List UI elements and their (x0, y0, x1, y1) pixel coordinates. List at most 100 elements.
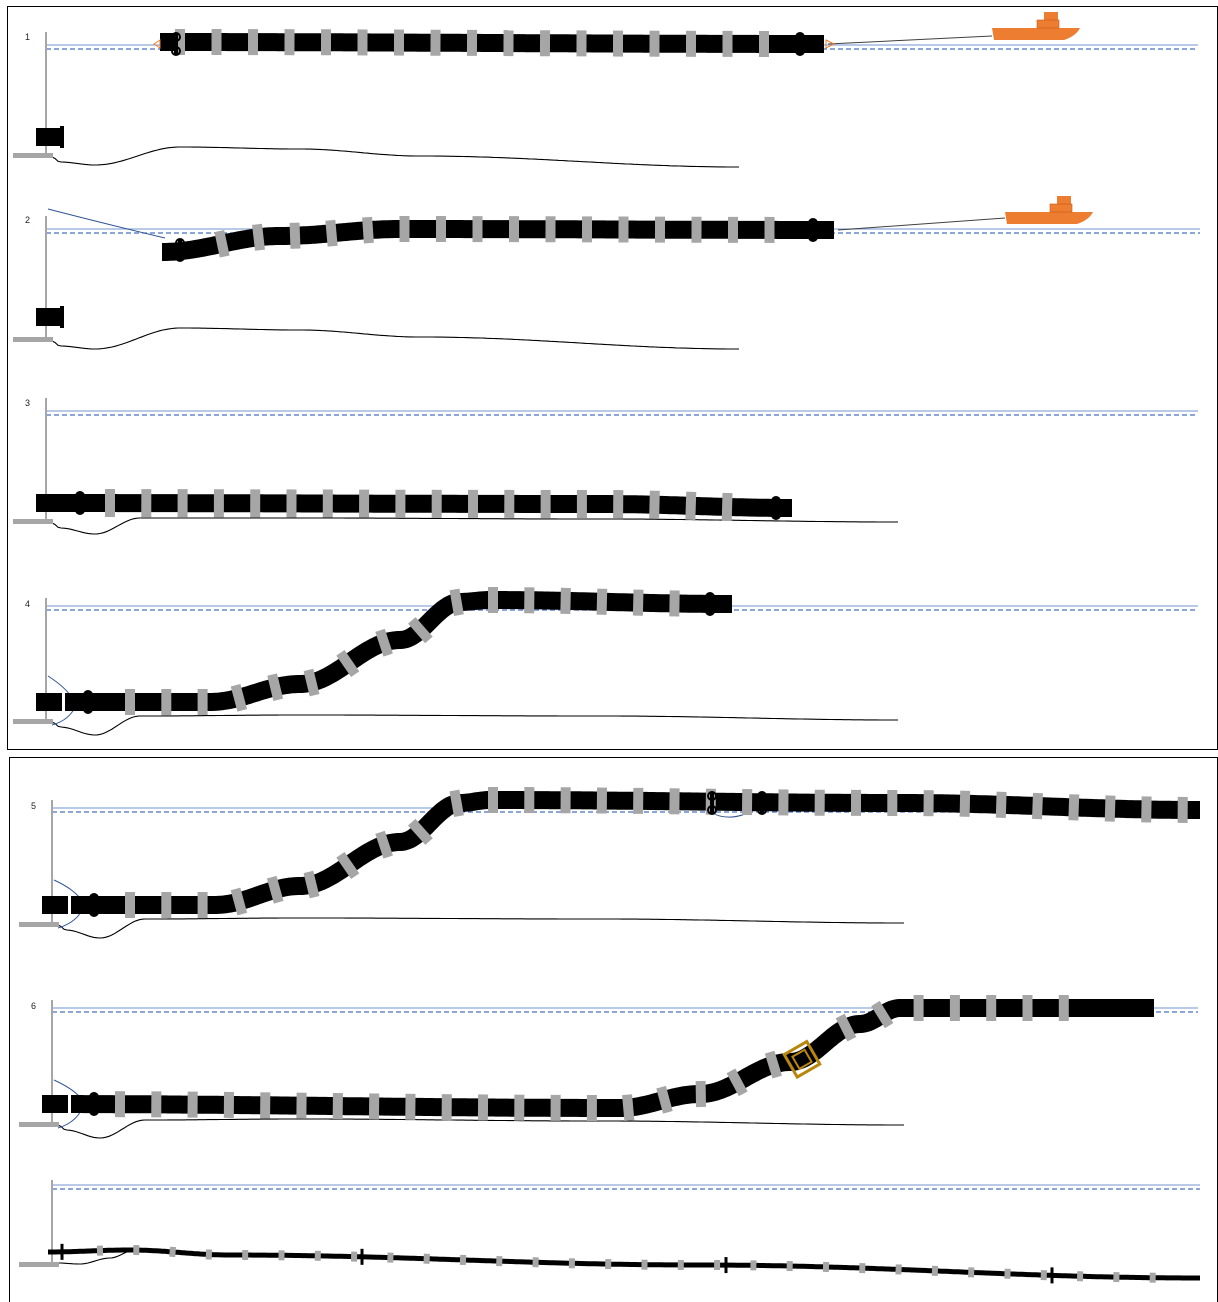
seabed-profile-s4 (51, 714, 898, 736)
buoyancy-float-icon (532, 1257, 539, 1268)
buoyancy-float-icon (141, 489, 152, 518)
buoyancy-float-icon (284, 29, 295, 56)
pipe-flange-plate-s3a (78, 492, 82, 514)
buoyancy-float-icon (466, 29, 478, 56)
buoyancy-float-icon (177, 489, 188, 518)
buoyancy-float-icon (786, 1260, 793, 1272)
shore-structures (13, 32, 64, 1267)
buoyancy-float-icon (721, 492, 733, 522)
buoyancy-float-icon (449, 588, 464, 616)
buoyancy-float-icon (931, 1265, 939, 1277)
pipe-flange-plate-s6a (92, 1093, 96, 1115)
buoyancy-float-icon (405, 1093, 416, 1120)
buoyancy-float-icon (1032, 792, 1043, 820)
buoyancy-float-icon (524, 587, 535, 614)
buoyancy-float-icon (1141, 796, 1152, 823)
tug-boat-icon (992, 28, 1080, 40)
step-6-label: 6 (31, 1001, 37, 1011)
buoyancy-float-icon (669, 788, 680, 815)
buoyancy-float-icon (524, 787, 535, 814)
pipe-joint-marker-s7-1 (360, 1248, 364, 1265)
seabed-profile-s3 (51, 517, 898, 535)
buoyancy-float-icon (1076, 1271, 1084, 1282)
buoyancy-float-icon (230, 683, 248, 712)
tug-deck-s2 (1049, 203, 1073, 213)
pipeline-s3 (36, 494, 792, 517)
buoyancy-float-icon (260, 1092, 271, 1119)
buoyancy-float-icon (211, 29, 222, 56)
buoyancy-float-icon (357, 29, 368, 56)
buoyancy-float-icon (596, 588, 608, 615)
buoyancy-float-icon (133, 1245, 140, 1256)
buoyancy-float-icon (596, 787, 608, 814)
buoyancy-float-icon (359, 489, 370, 518)
pipeline-s2 (162, 220, 834, 261)
seabed-profiles (51, 146, 904, 1265)
buoyancy-float-icon (649, 30, 660, 57)
pipe-end-details (60, 12, 1093, 1284)
buoyancy-float-icon (654, 216, 666, 243)
guide-cable-s2 (47, 208, 166, 239)
pipe-gap-s5 (68, 893, 71, 917)
buoyancy-float-icon (151, 1091, 162, 1118)
pipe-gap-s6 (68, 1092, 71, 1116)
pipelines (36, 33, 1200, 1281)
buoyancy-float-icon (325, 219, 338, 247)
buoyancy-floats (96, 29, 1188, 1283)
buoyancy-float-icon (560, 587, 571, 614)
pipe-joint-marker-s7-2 (724, 1257, 728, 1274)
buoyancy-float-icon (449, 789, 464, 817)
buoyancy-float-icon (350, 1251, 358, 1262)
buoyancy-float-icon (613, 490, 624, 519)
buoyancy-float-icon (835, 1013, 857, 1042)
buoyancy-float-icon (214, 230, 230, 258)
tow-tail-s1 (153, 39, 161, 49)
step-3-label: 3 (25, 398, 31, 408)
buoyancy-float-icon (778, 789, 789, 816)
pipe-gap-s4 (62, 690, 65, 714)
buoyancy-float-icon (187, 1091, 198, 1118)
buoyancy-float-icon (408, 818, 433, 845)
buoyancy-float-icon (375, 830, 393, 859)
buoyancy-float-icon (125, 892, 135, 918)
buoyancy-float-icon (568, 1258, 576, 1269)
pipe-flange-plate-s4a (86, 691, 90, 713)
tow-line-s1 (827, 35, 993, 45)
buoyancy-float-icon (685, 30, 697, 57)
buoyancy-float-icon (669, 590, 680, 617)
buoyancy-float-icon (488, 787, 498, 814)
buoyancy-float-icon (336, 649, 360, 678)
pipeline-s1 (160, 33, 824, 53)
buoyancy-float-icon (949, 995, 960, 1021)
buoyancy-float-icon (1040, 1270, 1047, 1281)
step-4-label: 4 (25, 599, 31, 609)
buoyancy-float-icon (504, 489, 515, 518)
buoyancy-float-icon (408, 617, 433, 644)
upper-panel-frame (7, 6, 1218, 750)
buoyancy-float-icon (320, 29, 332, 56)
buoyancy-float-icon (726, 1068, 748, 1097)
tow-head-s1 (825, 39, 836, 49)
buoyancy-float-icon (314, 1250, 321, 1261)
buoyancy-float-icon (322, 489, 333, 518)
buoyancy-float-icon (223, 1091, 235, 1118)
pipe-flange-plate-s1a (174, 33, 178, 55)
buoyancy-float-icon (267, 673, 284, 701)
pipe-flange-plate-s2b (811, 219, 815, 241)
pipe-flange-plate-s5a (92, 894, 96, 916)
buoyancy-float-icon (472, 216, 483, 243)
seabed-profile-s1 (51, 146, 739, 168)
buoyancy-float-icon (656, 1085, 673, 1114)
buoyancy-float-icon (435, 216, 447, 243)
anchor-frame-outer (782, 1039, 822, 1080)
buoyancy-float-icon (622, 1094, 635, 1122)
buoyancy-float-icon (96, 1245, 104, 1256)
shore-base-s7 (19, 1262, 59, 1267)
buoyancy-float-icon (368, 1093, 380, 1120)
buoyancy-float-icon (247, 29, 259, 56)
buoyancy-float-icon (395, 489, 406, 518)
buoyancy-float-icon (895, 1264, 902, 1275)
step-2-label: 2 (25, 215, 31, 225)
buoyancy-float-icon (114, 1091, 126, 1118)
buoyancy-float-icon (1113, 1272, 1120, 1283)
